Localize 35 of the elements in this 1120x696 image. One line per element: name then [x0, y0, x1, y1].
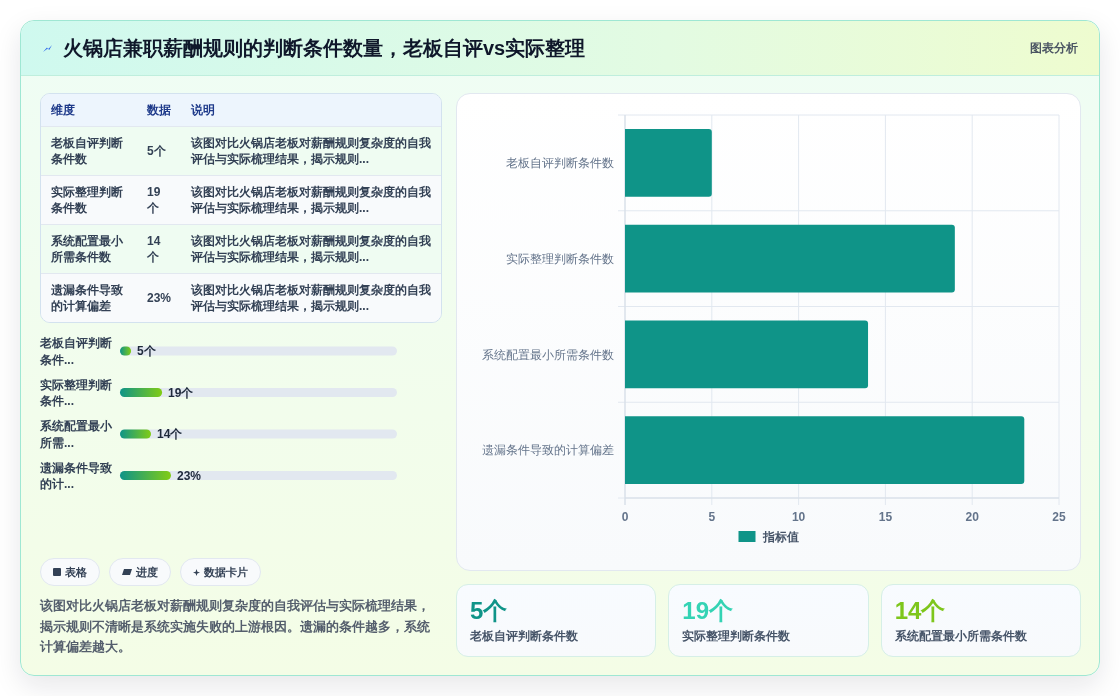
y-tick-label: 实际整理判断条件数 [506, 251, 614, 266]
text: 该图对比火锅店老板对薪酬规则复杂度的自我评估与实际梳理结果，揭示规则不清晰是系统实施失败的上游根因。遗漏的条件越多，系统计算偏差越大。 [40, 597, 431, 656]
data-label: 19个 [168, 384, 194, 401]
table-row: 老板自评判断条件数 5个 该图对比火锅店老板对薪酬规则复杂度的自我评估与实际梳理结果，揭示规则... [41, 126, 441, 176]
y-tick-label: 老板自评判断条件... [40, 335, 113, 368]
category-label: 表格 [40, 558, 100, 586]
category-label: 数据卡片 [180, 558, 261, 586]
data-label: 14个 [157, 426, 183, 442]
table-row: 实际整理判断条件数 19个 该图对比火锅店老板对薪酬规则复杂度的自我评估与实际梳理结果，揭示规则... [41, 175, 441, 225]
category-label: 实际整理判断条件数 [682, 628, 792, 644]
text: 19个 [682, 597, 734, 624]
legend-label: 指标值 [761, 530, 799, 544]
x-tick-label: 5 [708, 510, 716, 524]
x-tick-label: 25 [1052, 510, 1066, 524]
data-label: 5个 [137, 343, 156, 359]
x-tick-label: 15 [878, 510, 893, 524]
y-tick-label: 实际整理判断条件... [40, 376, 113, 410]
text: 火锅店兼职薪酬规则的判断条件数量，老板自评vs实际整理 [63, 35, 586, 61]
y-tick-label: 系统配置最小所需条件数 [482, 347, 614, 362]
category-label: 系统配置最小所需条件数 [894, 628, 1028, 644]
x-tick-label: 20 [965, 510, 980, 524]
y-tick-label: 遗漏条件导致的计... [40, 459, 113, 493]
category-label: 进度 [109, 558, 171, 586]
text: 图表分析 [1030, 40, 1078, 55]
text: 5个 [470, 597, 508, 624]
table-row: 遗漏条件导致的计算偏差 23% 该图对比火锅店老板对薪酬规则复杂度的自我评估与实际梳理结果，揭示规则... [41, 273, 441, 322]
y-tick-label: 老板自评判断条件数 [506, 156, 614, 171]
y-tick-label: 遗漏条件导致的计算偏差 [482, 443, 614, 458]
x-tick-label: 0 [621, 510, 629, 524]
data-label: 23% [176, 467, 201, 484]
x-tick-label: 10 [791, 510, 806, 524]
table-header-row: 维度 数据 说明 [41, 94, 441, 127]
y-tick-label: 系统配置最小所需... [40, 418, 113, 451]
text: 14个 [894, 597, 946, 624]
category-label: 老板自评判断条件数 [470, 628, 579, 644]
